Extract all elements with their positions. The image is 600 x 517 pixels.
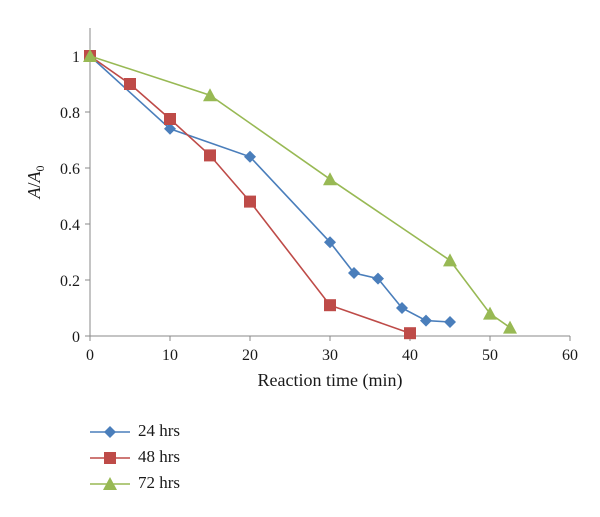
data-point [503,320,517,334]
data-point [420,314,432,327]
legend-item-48hrs: 48 hrs [88,446,288,470]
data-point [348,267,360,279]
legend-marker-diamond-icon [90,426,130,438]
data-point [244,150,256,163]
x-tick-label: 10 [162,347,178,364]
legend-label: 72 hrs [138,473,181,492]
legend-label: 24 hrs [138,421,181,440]
data-point [372,272,384,285]
series-72-hrs [83,49,517,334]
y-axis-title-denominator: A [24,170,44,183]
x-tick-label: 20 [242,347,258,364]
data-point [124,78,136,90]
series-line [89,55,411,334]
data-point [204,149,216,162]
data-point [483,306,497,320]
data-point [244,195,256,208]
x-tick-label: 30 [322,347,338,364]
y-axis-title-slash: / [24,182,44,187]
data-point [324,236,336,249]
x-tick-label: 60 [562,347,578,364]
x-tick-label: 0 [86,347,94,364]
y-tick-label: 1 [72,49,80,66]
chart-canvas: 0 10 20 30 40 50 60 0 0.2 0.4 0.6 0.8 1 Reaction tim… [24,28,578,391]
x-tick-label: 40 [402,347,418,364]
data-point [323,172,337,186]
y-axis-title: A/A0 [24,165,47,199]
data-point [396,302,408,314]
y-tick-label: 0 [72,329,80,346]
data-point [164,113,176,125]
y-axis-title-numerator: A [24,187,44,200]
legend: 24 hrs 48 hrs 72 hrs [88,420,288,500]
y-tick-label: 0.8 [60,105,80,122]
legend-item-72hrs: 72 hrs [88,472,288,496]
data-point [324,299,336,312]
data-point [444,316,456,328]
y-axis-title-subscript: 0 [33,165,47,171]
series-48-hrs [84,50,416,340]
legend-label: 48 hrs [138,447,181,466]
series-layer [83,49,517,340]
x-axis-title: Reaction time (min) [258,370,403,391]
legend-marker-triangle-icon [90,477,130,490]
x-tick-label: 50 [482,347,498,364]
y-tick-label: 0.6 [60,161,80,178]
data-point [203,88,217,102]
legend-item-24hrs: 24 hrs [88,420,288,444]
y-tick-label: 0.4 [60,217,80,234]
y-tick-label: 0.2 [60,273,80,290]
data-point [443,253,457,267]
series-line [89,55,511,329]
data-point [164,122,176,135]
axes: 0 10 20 30 40 50 60 0 0.2 0.4 0.6 0.8 1 [60,28,578,364]
data-point [404,327,416,340]
legend-marker-square-icon [90,452,130,464]
data-point [83,49,97,62]
